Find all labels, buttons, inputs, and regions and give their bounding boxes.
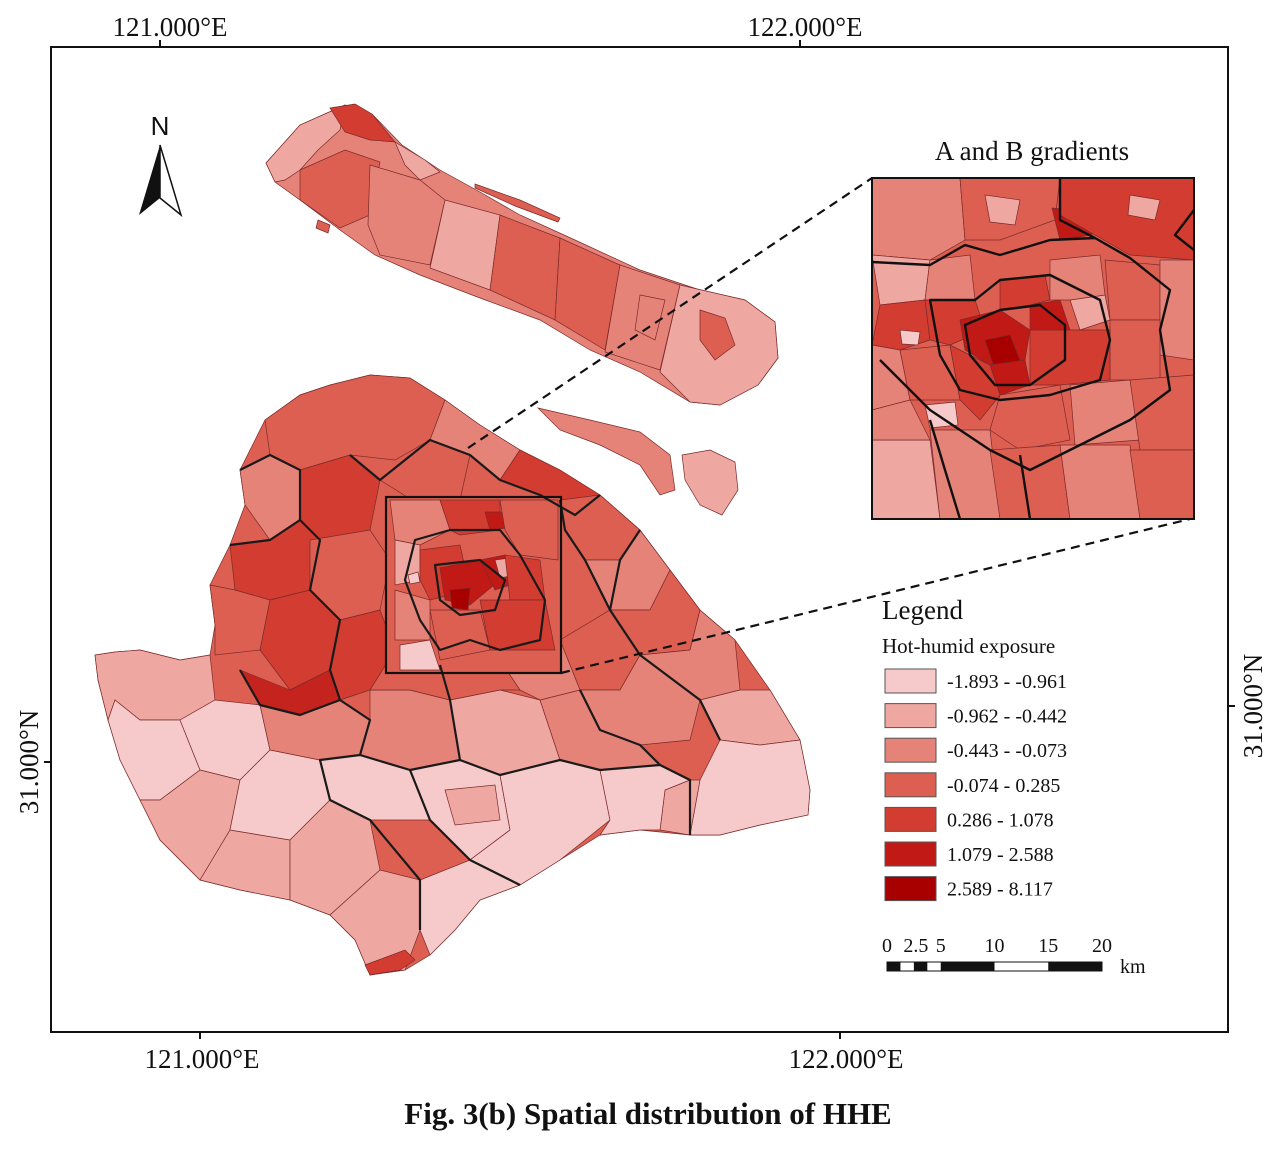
scale-tick-label: 20 <box>1092 935 1112 957</box>
north-arrow: N <box>139 111 183 218</box>
legend-item-label: 2.589 - 8.117 <box>947 879 1053 901</box>
legend-swatch <box>884 806 937 832</box>
urban-core <box>385 496 562 674</box>
scale-tick-label: 10 <box>985 935 1005 957</box>
left-axis-label: 31.000°N <box>14 710 44 815</box>
legend-title: Legend <box>882 595 963 625</box>
right-axis-label: 31.000°N <box>1238 654 1268 759</box>
district-boundaries <box>229 438 721 930</box>
legend-swatch <box>884 703 937 729</box>
scale-bar-segment <box>913 962 928 971</box>
legend-item-label: 1.079 - 2.588 <box>947 844 1054 866</box>
legend-item-label: -0.074 - 0.285 <box>947 775 1060 797</box>
scale-tick-label: 15 <box>1038 935 1058 957</box>
legend-item-label: -1.893 - -0.961 <box>947 671 1067 693</box>
chongming-island <box>265 103 779 406</box>
inset-frame <box>871 177 1195 520</box>
scale-bar-segment <box>1048 962 1102 971</box>
scale-bar-segment <box>940 962 995 971</box>
scale-tick-label: 5 <box>936 935 946 957</box>
legend: Legend Hot-humid exposure -1.893 - -0.96… <box>882 595 1067 902</box>
bottom-axis-label-right: 122.000°E <box>788 1044 903 1074</box>
scale-unit: km <box>1120 956 1146 978</box>
inset-title: A and B gradients <box>935 136 1129 166</box>
scale-tick-label: 2.5 <box>903 935 928 957</box>
inset-map <box>872 178 1194 519</box>
legend-item-label: 0.286 - 1.078 <box>947 809 1054 831</box>
figure-caption: Fig. 3(b) Spatial distribution of HHE <box>404 1096 891 1131</box>
inset-connector-lines <box>467 177 1195 675</box>
mainland <box>94 374 811 976</box>
small-islands <box>536 407 739 516</box>
top-axis-label-left: 121.000°E <box>112 12 227 42</box>
scale-tick-label: 0 <box>882 935 892 957</box>
legend-subtitle: Hot-humid exposure <box>882 634 1055 658</box>
legend-swatch <box>884 876 937 902</box>
legend-swatch <box>884 737 937 763</box>
legend-swatch <box>884 668 937 694</box>
bottom-axis-label-left: 121.000°E <box>144 1044 259 1074</box>
legend-swatch <box>884 772 937 798</box>
north-arrow-icon <box>139 145 160 215</box>
scale-bar: 0 2.5 5 10 15 20 km <box>882 935 1146 978</box>
top-axis-label-right: 122.000°E <box>747 12 862 42</box>
north-label: N <box>151 111 170 141</box>
scale-bar-segment <box>887 962 901 971</box>
legend-item-label: -0.443 - -0.073 <box>947 740 1067 762</box>
study-area-box <box>384 495 563 675</box>
legend-swatch <box>884 841 937 867</box>
legend-item-label: -0.962 - -0.442 <box>947 706 1067 728</box>
frame-ticks <box>44 40 1235 1039</box>
